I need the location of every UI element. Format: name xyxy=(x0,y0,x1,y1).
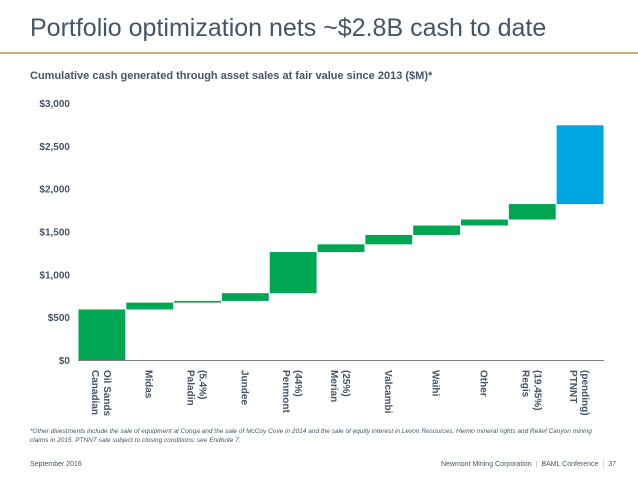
x-tick-label: Other xyxy=(477,370,488,397)
footer-event: BAML Conference xyxy=(541,461,599,468)
y-tick-label: $500 xyxy=(48,313,71,324)
waterfall-bar xyxy=(221,293,269,301)
footer-separator: | xyxy=(535,461,538,468)
y-tick-label: $1,000 xyxy=(39,270,70,281)
x-tick-label: Midas xyxy=(143,370,154,399)
waterfall-chart: $0 $500 $1,000 $1,500 $2,000 $2,500 $3,000 Cana… xyxy=(39,99,604,417)
chart-subtitle: Cumulative cash generated through asset … xyxy=(30,70,433,82)
x-tick-label: Valcambi xyxy=(382,370,393,414)
x-tick-label-line: Valcambi xyxy=(382,370,393,414)
y-tick-label: $2,500 xyxy=(39,142,70,153)
x-tick-label-line: Penmont xyxy=(280,370,291,413)
x-tick-label: Paladin (5.4%) xyxy=(185,370,208,406)
waterfall-bar xyxy=(317,244,365,253)
x-tick-label: Merian (25%) xyxy=(328,370,351,402)
waterfall-bar xyxy=(78,309,126,360)
x-tick-label: Canadian Oil Sands xyxy=(89,370,112,417)
x-tick-label-line: (25%) xyxy=(340,370,351,397)
waterfall-bar xyxy=(126,302,174,310)
x-tick-label-line: (19.45%) xyxy=(531,370,542,411)
x-tick-label-line: Oil Sands xyxy=(101,370,112,417)
x-tick-label: Penmont (44%) xyxy=(280,370,303,413)
footer-page-number: 37 xyxy=(608,461,616,468)
footnote: *Other divestments include the sale of e… xyxy=(30,428,592,444)
waterfall-bar xyxy=(461,219,508,226)
x-tick-label-line: Canadian xyxy=(89,370,100,415)
x-tick-label: Waihi xyxy=(430,370,441,397)
x-tick-label-line: PTNNT xyxy=(567,370,578,403)
y-tick-label: $2,000 xyxy=(39,185,70,196)
waterfall-bar xyxy=(556,125,604,205)
waterfall-bar xyxy=(174,300,221,303)
x-tick-label-line: (pending) xyxy=(579,370,590,416)
x-tick-label-line: Midas xyxy=(143,370,154,399)
x-tick-label: Jundee xyxy=(238,370,249,405)
x-tick-label-line: Merian xyxy=(328,370,339,402)
x-tick-label-line: Waihi xyxy=(430,370,441,397)
title-divider xyxy=(0,52,638,54)
x-tick-label-line: (44%) xyxy=(292,370,303,397)
waterfall-bar xyxy=(413,225,461,235)
x-tick-label-line: Other xyxy=(477,370,488,397)
y-tick-label: $0 xyxy=(59,356,71,367)
y-tick-label: $3,000 xyxy=(39,99,70,110)
y-tick-label: $1,500 xyxy=(39,228,70,239)
x-tick-label-line: Jundee xyxy=(238,370,249,405)
page-title: Portfolio optimization nets ~$2.8B cash … xyxy=(30,14,547,42)
x-tick-label-line: (5.4%) xyxy=(197,370,208,399)
footer-separator: | xyxy=(602,461,605,468)
footer-company: Newmont Mining Corporation xyxy=(440,461,532,468)
footer-source: Newmont Mining Corporation | BAML Conferen… xyxy=(441,461,616,468)
waterfall-bar xyxy=(508,204,556,220)
waterfall-bar xyxy=(269,252,317,294)
x-tick-label: Regis (19.45%) xyxy=(519,370,542,411)
x-tick-label: PTNNT (pending) xyxy=(567,370,590,416)
x-tick-label-line: Paladin xyxy=(185,370,196,406)
waterfall-bar xyxy=(365,234,413,245)
footer-date: September 2016 xyxy=(30,461,82,468)
x-tick-label-line: Regis xyxy=(519,370,530,398)
